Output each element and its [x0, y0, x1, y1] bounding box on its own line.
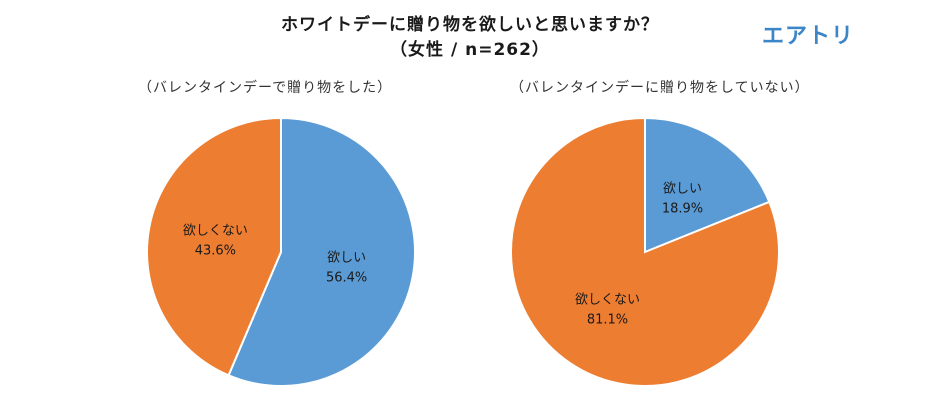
pie-slice-want — [644, 116, 771, 254]
slice-label: 欲しい — [327, 249, 366, 265]
left-pie-chart: 欲しい 56.4% 欲しくない 43.6% — [146, 116, 416, 387]
slice-value-label: 18.9% — [662, 201, 703, 216]
slice-label: 欲しい — [663, 180, 702, 196]
pie-slice-want — [227, 116, 416, 387]
left-chart-subtitle: （バレンタインデーで贈り物をした） — [138, 80, 393, 96]
airtrip-logo: エアトリ — [762, 24, 855, 49]
pie-slice-not-want — [510, 116, 780, 387]
slice-value-label: 56.4% — [326, 270, 367, 285]
right-pie-chart: 欲しい 18.9% 欲しくない 81.1% — [510, 116, 780, 387]
slice-label: 欲しくない — [575, 292, 640, 308]
slice-label: 欲しくない — [183, 223, 248, 239]
chart-title: ホワイトデーに贈り物を欲しいと思いますか？ — [281, 15, 659, 35]
chart-subtitle-sample: （女性 / n=262） — [390, 40, 550, 60]
slice-value-label: 43.6% — [195, 244, 236, 259]
right-chart-subtitle: （バレンタインデーに贈り物をしていない） — [510, 80, 810, 96]
slice-value-label: 81.1% — [587, 313, 628, 328]
pie-slice-not-want — [146, 116, 282, 377]
